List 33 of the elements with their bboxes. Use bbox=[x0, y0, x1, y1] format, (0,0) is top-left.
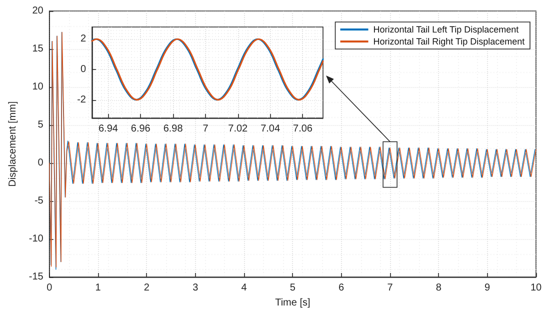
x-tick-label: 0 bbox=[46, 282, 53, 294]
x-tick-label: 7 bbox=[387, 282, 394, 294]
x-tick-label: 6.96 bbox=[130, 124, 151, 134]
y-tick-label: -15 bbox=[28, 272, 44, 282]
y-tick-label: 2 bbox=[80, 34, 86, 45]
y-tick-label: -2 bbox=[77, 94, 86, 106]
x-tick-label: 5 bbox=[290, 282, 296, 294]
x-tick-label: 2 bbox=[144, 282, 150, 294]
y-tick-label: 15 bbox=[32, 44, 44, 54]
x-tick-label: 7.04 bbox=[260, 124, 280, 134]
x-tick-label: 4 bbox=[241, 282, 248, 294]
x-tick-label: 6 bbox=[338, 282, 345, 294]
y-axis-title: Displacement [mm] bbox=[8, 100, 18, 187]
legend-label: Horizontal Tail Left Tip Displacement bbox=[373, 24, 520, 34]
y-tick-label: -10 bbox=[28, 234, 44, 244]
line-series bbox=[91, 38, 324, 101]
x-tick-label: 1 bbox=[95, 282, 102, 294]
y-tick-label: 0 bbox=[38, 158, 44, 168]
x-axis-title: Time [s] bbox=[275, 297, 310, 308]
x-tick-label: 10 bbox=[530, 282, 542, 294]
x-tick-label: 9 bbox=[484, 282, 491, 294]
x-tick-label: 3 bbox=[192, 282, 199, 294]
x-tick-label: 6.98 bbox=[163, 124, 184, 134]
y-tick-label: 0 bbox=[80, 64, 86, 75]
y-tick-label: 20 bbox=[32, 6, 44, 16]
y-tick-label: 10 bbox=[32, 82, 44, 92]
x-tick-label: 6.94 bbox=[98, 124, 118, 134]
legend-label: Horizontal Tail Right Tip Displacement bbox=[373, 36, 526, 46]
y-tick-label: -5 bbox=[34, 196, 44, 206]
x-tick-label: 8 bbox=[436, 282, 442, 294]
x-tick-label: 7.06 bbox=[293, 124, 313, 134]
x-tick-label: 7.02 bbox=[228, 124, 248, 134]
x-tick-label: 7 bbox=[202, 124, 209, 134]
